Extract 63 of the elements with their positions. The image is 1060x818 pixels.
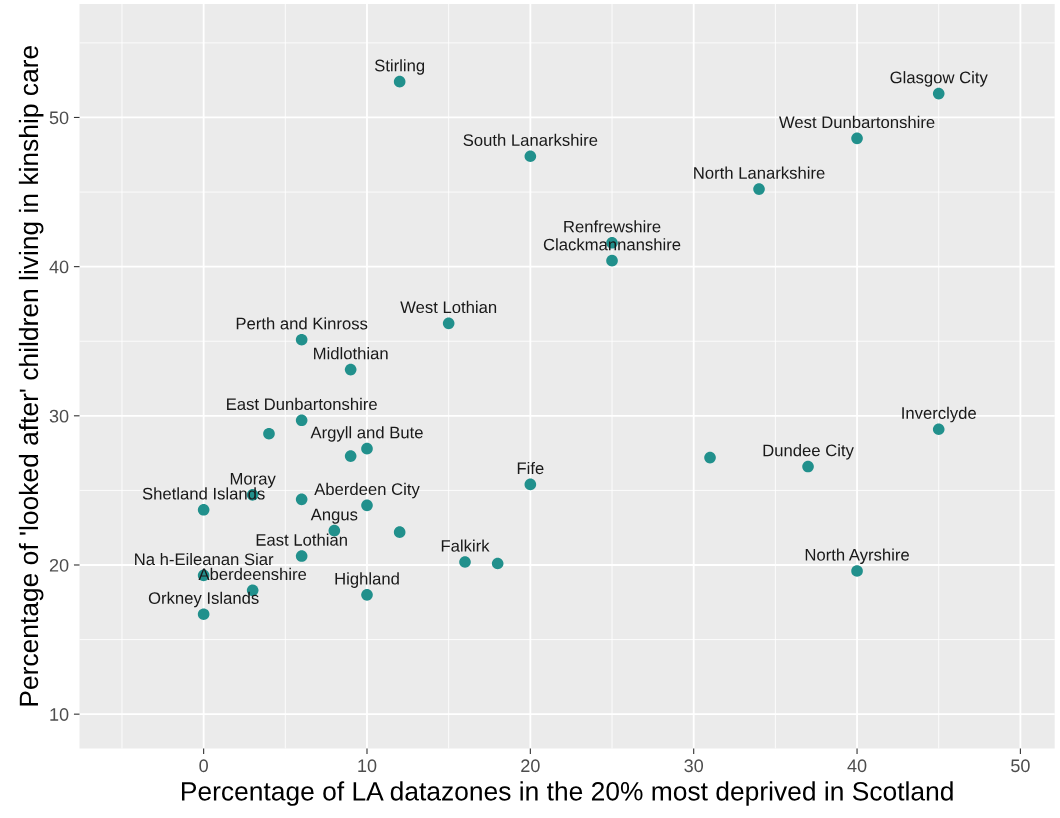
annotation: North Ayrshire [805, 548, 909, 565]
annotation: Falkirk [441, 539, 490, 552]
annotation: Na h-Eileanan Siar [135, 552, 274, 566]
y-tick-label: 20 [49, 558, 69, 572]
point [295, 493, 308, 506]
y-tick-label: 40 [49, 260, 69, 274]
annotation: Aberdeen City [314, 482, 420, 499]
x-tick-label: 10 [358, 759, 377, 773]
point [491, 557, 504, 570]
x-tick-label: 20 [521, 759, 540, 773]
annotation: Highland [335, 572, 399, 588]
point [802, 460, 814, 473]
x-tick-label: 0 [199, 759, 208, 773]
point [361, 589, 373, 601]
point [459, 556, 471, 568]
point [295, 550, 308, 562]
y-tick-label: 10 [50, 708, 69, 721]
annotation: South Lanarkshire [463, 133, 598, 147]
annotation: Angus [310, 508, 358, 524]
point [393, 526, 406, 538]
point [361, 499, 373, 512]
annotation: Perth and Kinross [236, 317, 368, 330]
annotation: Orkney Islands [148, 591, 259, 608]
point [524, 478, 537, 491]
point [704, 451, 716, 464]
point [851, 565, 863, 577]
annotation: Moray [230, 473, 276, 488]
point [344, 363, 357, 376]
annotation: North Lanarkshire [694, 166, 825, 179]
annotation: Glasgow City [890, 71, 988, 87]
annotation: Dundee City [763, 444, 854, 460]
point [295, 333, 308, 346]
point [524, 150, 537, 163]
point [263, 427, 275, 440]
annotation: East Dunbartonshire [227, 397, 377, 411]
point [851, 132, 863, 145]
y-tick-label: 50 [49, 111, 69, 125]
point [753, 183, 765, 195]
point [197, 503, 210, 516]
point [344, 450, 357, 462]
point [295, 414, 308, 427]
annotation: West Lothian [400, 300, 497, 314]
x-tick-label: 50 [1011, 759, 1030, 773]
annotation: Stirling [374, 59, 425, 75]
point [393, 75, 406, 88]
annotation: East Lothian [256, 533, 347, 546]
point [932, 423, 945, 436]
y-tick-label: 30 [49, 409, 69, 423]
point [361, 442, 373, 455]
x-tick-label: 30 [684, 759, 704, 773]
point [442, 317, 455, 330]
point [606, 254, 618, 267]
annotation: Argyll and Bute [310, 426, 423, 442]
y-axis-title: Percentage of 'looked after' children living in kinship care [18, 46, 44, 706]
point [197, 608, 210, 621]
x-tick-label: 40 [847, 759, 867, 773]
annotation: Inverclyde [902, 406, 976, 423]
annotation: Renfrewshire [564, 220, 661, 233]
annotation: West Dunbartonshire [778, 115, 935, 129]
annotation: Fife [517, 461, 544, 475]
x-axis-title: Percentage of LA datazones in the 20% most deprived in Scotland [182, 781, 953, 806]
annotation: Midlothian [314, 347, 388, 360]
point [932, 87, 945, 100]
